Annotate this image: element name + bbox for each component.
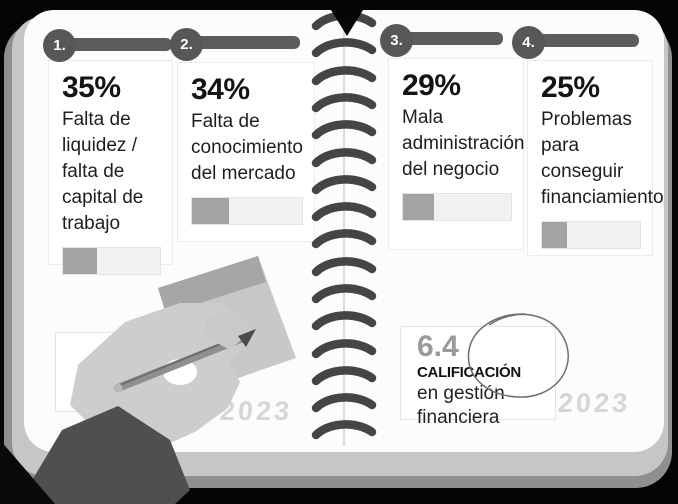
score-circle-annotation-icon xyxy=(467,313,569,398)
item-header-bar-2 xyxy=(187,36,300,49)
stat-bar-fill-1 xyxy=(63,248,97,274)
stat-label-3: Mala administración del negocio xyxy=(402,107,525,180)
stat-percent-2: 34% xyxy=(191,73,250,106)
stat-bar-track-1 xyxy=(62,247,161,275)
stat-bar-fill-4 xyxy=(542,222,567,248)
stat-bar-track-2 xyxy=(191,197,303,225)
item-number-badge-2: 2. xyxy=(170,28,203,61)
item-number-badge-4: 4. xyxy=(512,26,545,59)
item-header-bar-3 xyxy=(397,32,503,45)
stat-card-2: 34% Falta de conocimiento del mercado xyxy=(177,62,315,242)
stat-card-1: 35% Falta de liquidez / falta de capital… xyxy=(48,60,173,275)
stat-label-2: Falta de conocimiento del mercado xyxy=(191,111,303,184)
score-subtitle: en gestión financiera xyxy=(417,383,505,428)
stat-bar-track-3 xyxy=(402,193,512,221)
corner-shadow xyxy=(0,440,55,504)
stat-bar-track-4 xyxy=(541,221,641,249)
stat-card-4: 25% Problemas para conseguir financiamie… xyxy=(527,60,664,256)
stat-label-1: Falta de liquidez / falta de capital de … xyxy=(62,109,144,234)
score-title: CALIFICACIÓN xyxy=(417,364,521,381)
pencil-tip-icon xyxy=(238,329,256,347)
stat-bar-fill-2 xyxy=(192,198,230,224)
stat-percent-1: 35% xyxy=(62,71,121,104)
score-box: 6.4 CALIFICACIÓN en gestión financiera xyxy=(400,326,556,428)
envelope-flap-icon xyxy=(158,256,266,314)
stat-label-4: Problemas para conseguir financiamiento xyxy=(541,109,664,208)
score-value: 6.4 xyxy=(417,330,459,363)
stat-card-3: 29% Mala administración del negocio xyxy=(388,58,525,250)
stat-percent-4: 25% xyxy=(541,71,600,104)
finger-grip-icon xyxy=(204,308,252,350)
stat-percent-3: 29% xyxy=(402,69,461,102)
item-number-badge-3: 3. xyxy=(380,24,413,57)
stat-bar-fill-3 xyxy=(403,194,435,220)
pencil-eraser-icon xyxy=(113,383,123,393)
sleeve-icon xyxy=(18,406,190,504)
item-header-bar-4 xyxy=(529,34,639,47)
hand-pencil-illustration xyxy=(0,256,296,504)
item-header-bar-1 xyxy=(60,38,172,51)
pencil-body-icon xyxy=(116,334,245,392)
item-number-badge-1: 1. xyxy=(43,29,76,62)
